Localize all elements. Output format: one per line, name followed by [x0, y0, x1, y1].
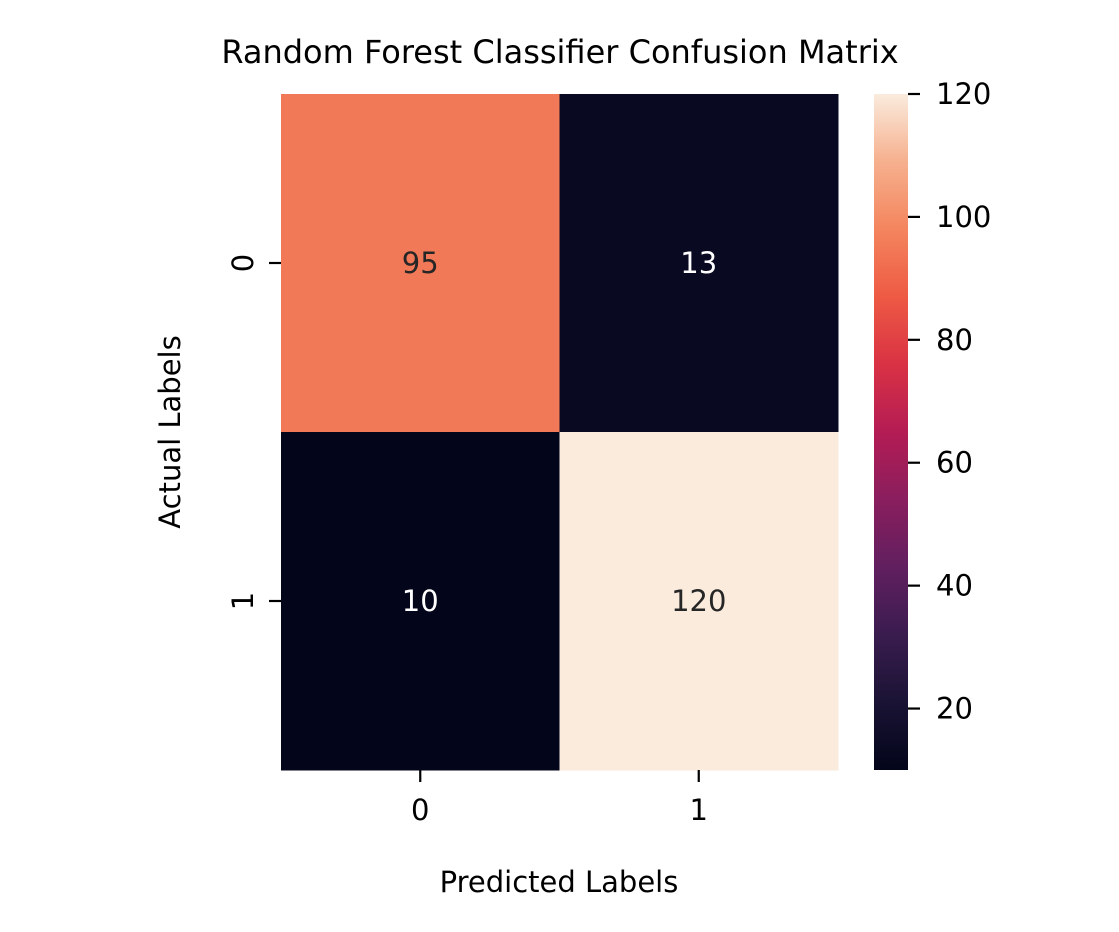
heatmap-cell-r1-c1 [559, 432, 839, 771]
heatmap-cells [281, 94, 839, 771]
cell-value-label: 13 [680, 246, 717, 280]
heatmap-cell-labels: 95 13 10 120 [402, 246, 727, 618]
colorbar [874, 94, 908, 770]
heatmap-cell-r1-c0 [281, 432, 560, 771]
cell-value-label: 10 [402, 584, 439, 618]
y-axis: 01 [226, 254, 281, 610]
colorbar-tick-label: 60 [936, 446, 973, 480]
cell-value-label: 120 [671, 584, 726, 618]
x-tick-label: 0 [411, 793, 429, 827]
colorbar-tick-label: 80 [936, 323, 973, 357]
colorbar-tick-label: 120 [936, 77, 991, 111]
chart-title: Random Forest Classifier Confusion Matri… [221, 33, 898, 71]
colorbar-ticks: 20 40 60 80 100 120 [908, 77, 991, 726]
y-tick-label: 1 [226, 592, 260, 610]
y-axis-label: Actual Labels [153, 335, 187, 528]
colorbar-tick-label: 20 [936, 692, 973, 726]
x-tick-label: 1 [690, 793, 708, 827]
cell-value-label: 95 [402, 246, 439, 280]
heatmap-cell-r0-c0 [281, 94, 560, 433]
x-axis-label: Predicted Labels [440, 865, 679, 899]
y-tick-label: 0 [226, 254, 260, 272]
heatmap-cell-r0-c1 [559, 94, 839, 433]
colorbar-tick-label: 100 [936, 200, 991, 234]
colorbar-tick-label: 40 [936, 569, 973, 603]
